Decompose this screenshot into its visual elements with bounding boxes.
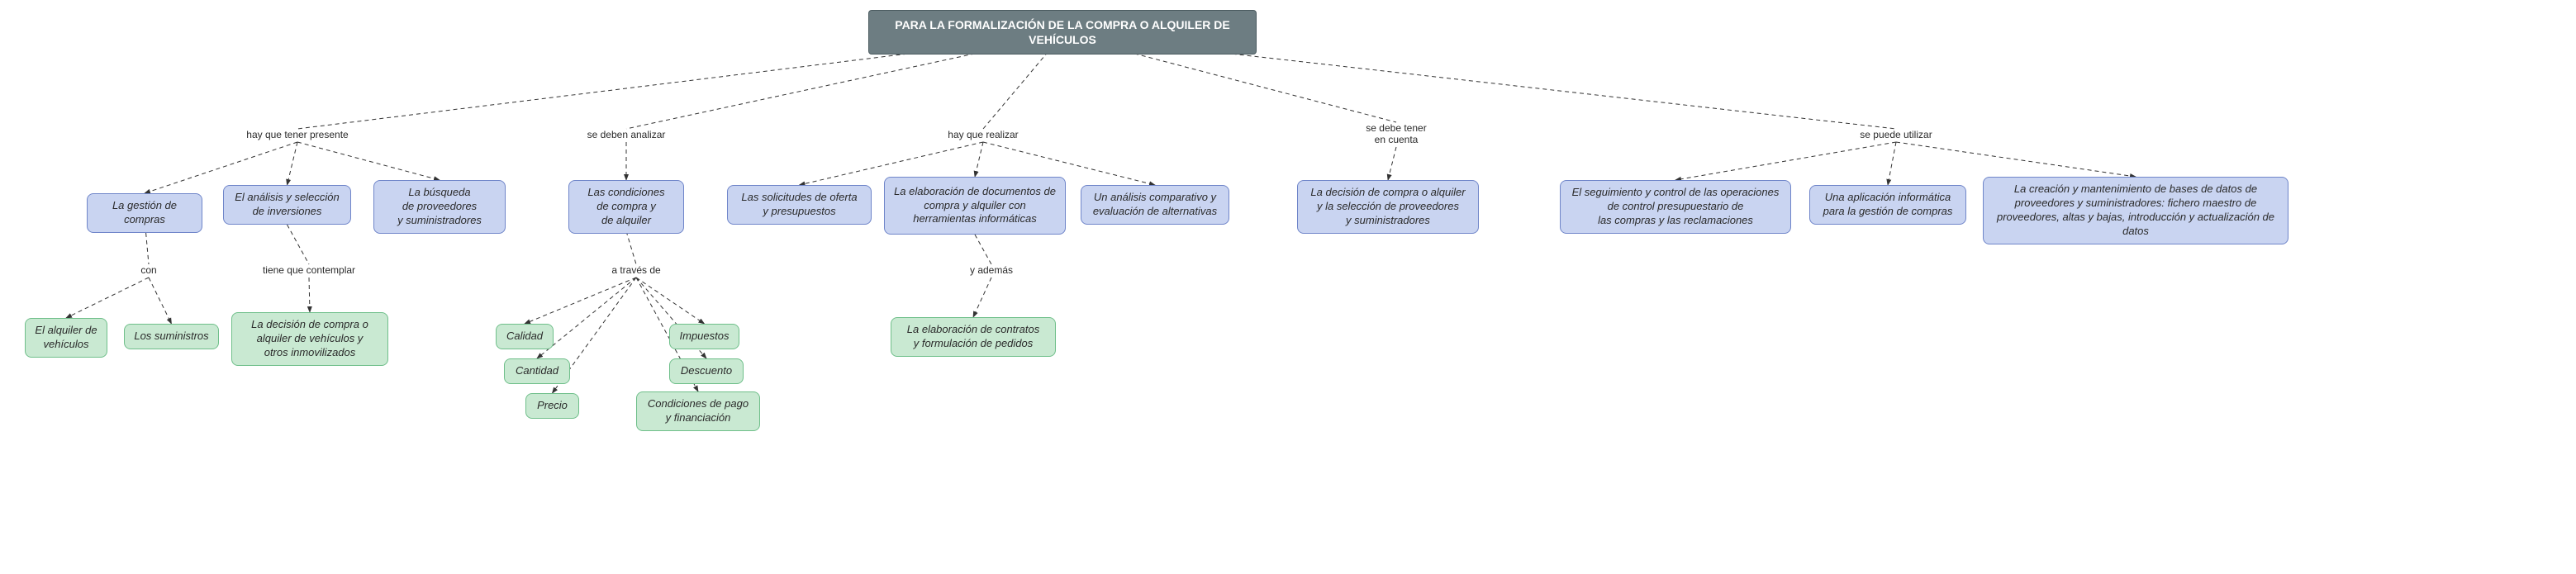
edge-label-l_utilizar: se puede utilizar [1838,129,1954,140]
node-n_condiciones: Las condiciones de compra y de alquiler [568,180,684,234]
node-n_app: Una aplicación informática para la gesti… [1809,185,1966,225]
node-n_busqueda: La búsqueda de proveedores y suministrad… [373,180,506,234]
edge-label-l_ademas: y además [950,264,1033,276]
node-n_solicitudes: Las solicitudes de oferta y presupuestos [727,185,872,225]
node-n_elab_contratos: La elaboración de contratos y formulació… [891,317,1056,357]
node-n_suministros: Los suministros [124,324,219,349]
edge-label-l_hay_presente: hay que tener presente [215,129,380,140]
edge-label-l_realizar: hay que realizar [925,129,1041,140]
edge-label-l_contemplar: tiene que contemplar [243,264,375,276]
node-n_analisis_inv: El análisis y selección de inversiones [223,185,351,225]
node-n_decision_veh: La decisión de compra o alquiler de vehí… [231,312,388,366]
node-n_analisis_comp: Un análisis comparativo y evaluación de … [1081,185,1229,225]
node-n_condpago: Condiciones de pago y financiación [636,391,760,431]
node-n_gestion: La gestión de compras [87,193,202,233]
node-n_impuestos: Impuestos [669,324,739,349]
node-n_cantidad: Cantidad [504,358,570,384]
edge-label-l_atraves: a través de [595,264,677,276]
edge-label-l_analizar: se deben analizar [568,129,684,140]
node-n_elab_docs: La elaboración de documentos de compra y… [884,177,1066,235]
edge-label-l_con: con [124,264,173,276]
edge-label-l_tener_cuenta: se debe tener en cuenta [1338,122,1454,146]
node-n_seguimiento: El seguimiento y control de las operacio… [1560,180,1791,234]
edges-layer [0,0,2576,574]
node-n_descuento: Descuento [669,358,744,384]
node-n_precio: Precio [525,393,579,419]
node-root: PARA LA FORMALIZACIÓN DE LA COMPRA O ALQ… [868,10,1257,55]
node-n_bd: La creación y mantenimiento de bases de … [1983,177,2288,244]
node-n_calidad: Calidad [496,324,554,349]
node-n_alquiler_veh: El alquiler de vehículos [25,318,107,358]
node-n_decision: La decisión de compra o alquiler y la se… [1297,180,1479,234]
